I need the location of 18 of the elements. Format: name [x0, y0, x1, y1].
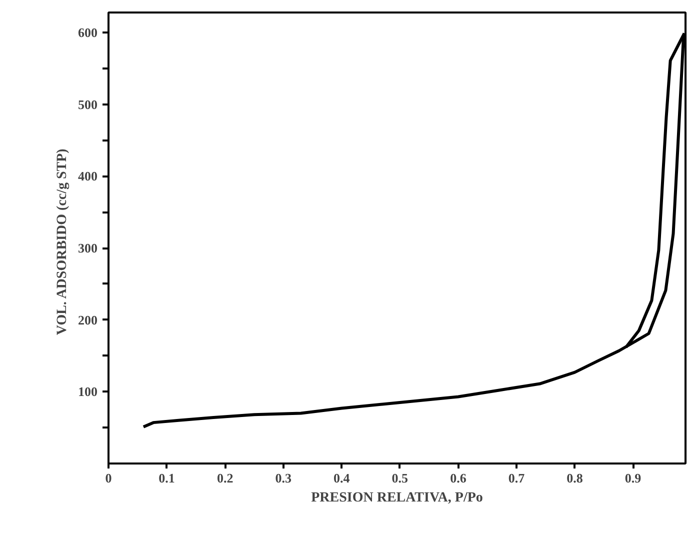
y-tick-label: 500: [78, 96, 98, 112]
x-tick-label: 0.2: [216, 470, 234, 486]
x-tick-label: 0.1: [158, 470, 175, 486]
y-tick-label: 600: [78, 25, 98, 40]
x-tick-label: 0.4: [334, 470, 350, 486]
y-axis-title: VOL. ADSORBIDO (cc/g STP): [55, 148, 70, 336]
x-tick-label: 0.7: [508, 470, 526, 486]
x-tick-label: 0.9: [624, 470, 642, 486]
x-tick-label: 0.5: [392, 470, 409, 486]
x-tick-label: 0: [105, 470, 112, 486]
y-tick-label: 300: [78, 240, 98, 256]
y-tick-label: 400: [78, 168, 98, 184]
y-tick-label: 100: [78, 384, 98, 400]
x-tick-label: 0.8: [566, 470, 584, 486]
x-tick-label: 0.3: [275, 470, 292, 486]
x-tick-label: 0.6: [450, 470, 467, 486]
x-axis-title: PRESION RELATIVA, P/Po: [311, 490, 483, 506]
y-tick-label: 200: [78, 312, 98, 328]
